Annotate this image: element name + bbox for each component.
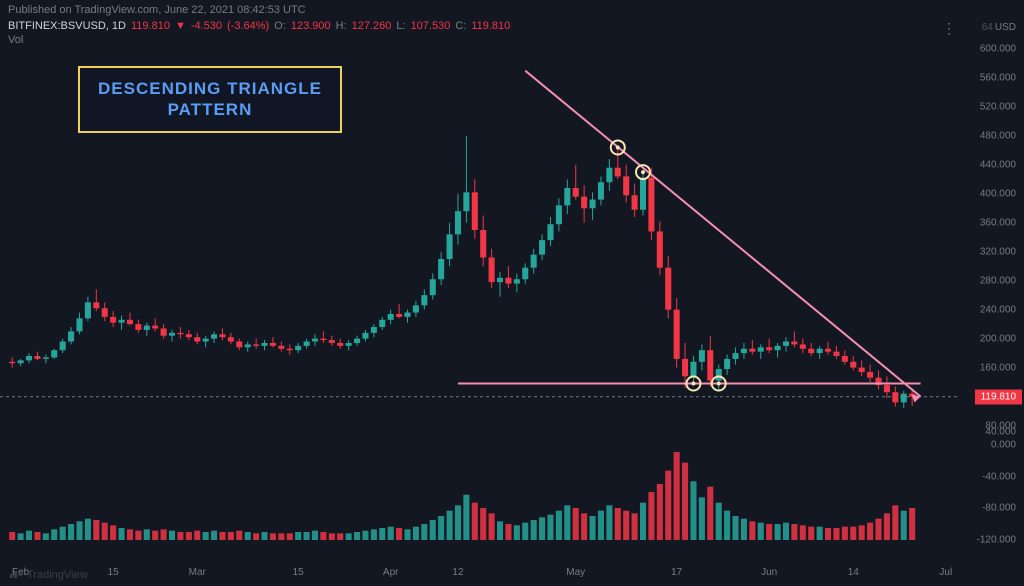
x-axis: Feb15Mar15Apr12May17Jun14Jul — [0, 560, 960, 578]
y-tick: 320.000 — [980, 246, 1016, 257]
y-tick: 360.000 — [980, 217, 1016, 228]
y-axis: 64USD 600.000 560.000 520.000 480.000 440.00… — [964, 20, 1024, 560]
x-tick: 15 — [293, 567, 304, 578]
x-tick: Apr — [383, 567, 399, 578]
y-tick: 520.000 — [980, 101, 1016, 112]
y-tick: 280.000 — [980, 275, 1016, 286]
y-tick: 160.000 — [980, 362, 1016, 373]
attribution: TradingView — [8, 568, 88, 582]
y-tick: 560.000 — [980, 72, 1016, 83]
annotation-line1: DESCENDING TRIANGLE — [98, 78, 322, 99]
y-tick: 600.000 — [980, 43, 1016, 54]
y-tick: 240.000 — [980, 304, 1016, 315]
y-tick: 0.000 — [991, 440, 1016, 451]
y-tick: -40.000 — [982, 471, 1016, 482]
x-tick: 14 — [848, 567, 859, 578]
annotation-line2: PATTERN — [98, 99, 322, 120]
y-tick: -120.000 — [977, 535, 1016, 546]
x-tick: Jun — [761, 567, 777, 578]
publish-header: Published on TradingView.com, June 22, 2… — [8, 4, 306, 16]
y-tick: 440.000 — [980, 159, 1016, 170]
y-tick: 200.000 — [980, 333, 1016, 344]
y-tick: 480.000 — [980, 130, 1016, 141]
x-tick: May — [566, 567, 585, 578]
x-tick: 12 — [452, 567, 463, 578]
y-tick: 40.000 — [985, 427, 1016, 438]
y-tick: -80.000 — [982, 503, 1016, 514]
x-tick: 17 — [671, 567, 682, 578]
current-price-tag: 119.810 — [975, 389, 1022, 404]
y-tick: 400.000 — [980, 188, 1016, 199]
x-tick: 15 — [108, 567, 119, 578]
y-unit: 64USD — [982, 22, 1016, 33]
x-tick: Mar — [189, 567, 206, 578]
pattern-annotation: DESCENDING TRIANGLE PATTERN — [78, 66, 342, 133]
x-tick: Jul — [939, 567, 952, 578]
tradingview-logo-icon — [8, 568, 22, 582]
